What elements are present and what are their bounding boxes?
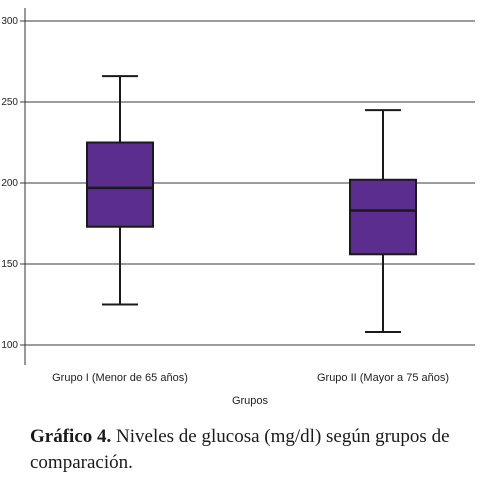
x-axis-label: Grupos (232, 395, 269, 407)
category-label: Grupo I (Menor de 65 años) (52, 372, 188, 384)
category-label: Grupo II (Mayor a 75 años) (317, 372, 449, 384)
figure-caption: Gráfico 4. Niveles de glucosa (mg/dl) se… (30, 424, 470, 476)
iqr-box (349, 178, 417, 256)
category-labels: Grupo I (Menor de 65 años) Grupo II (Mayo… (52, 372, 449, 384)
iqr-box (86, 141, 154, 228)
y-tick-label: 300 (1, 16, 18, 27)
box-plot-chart: 100 150 200 250 300 Grupo I (Menor de 65 año… (1, 8, 475, 407)
caption-label: Gráfico 4. (30, 426, 112, 447)
box-1 (86, 75, 154, 306)
box-2 (349, 109, 417, 334)
boxes (86, 75, 417, 334)
y-tick-label: 250 (1, 97, 18, 108)
y-tick-label: 150 (1, 259, 18, 270)
y-tick-labels: 100 150 200 250 300 (1, 16, 18, 351)
y-tick-label: 200 (1, 178, 18, 189)
caption-text: Niveles de glucosa (mg/dl) según grupos … (30, 426, 450, 473)
y-tick-label: 100 (1, 340, 18, 351)
